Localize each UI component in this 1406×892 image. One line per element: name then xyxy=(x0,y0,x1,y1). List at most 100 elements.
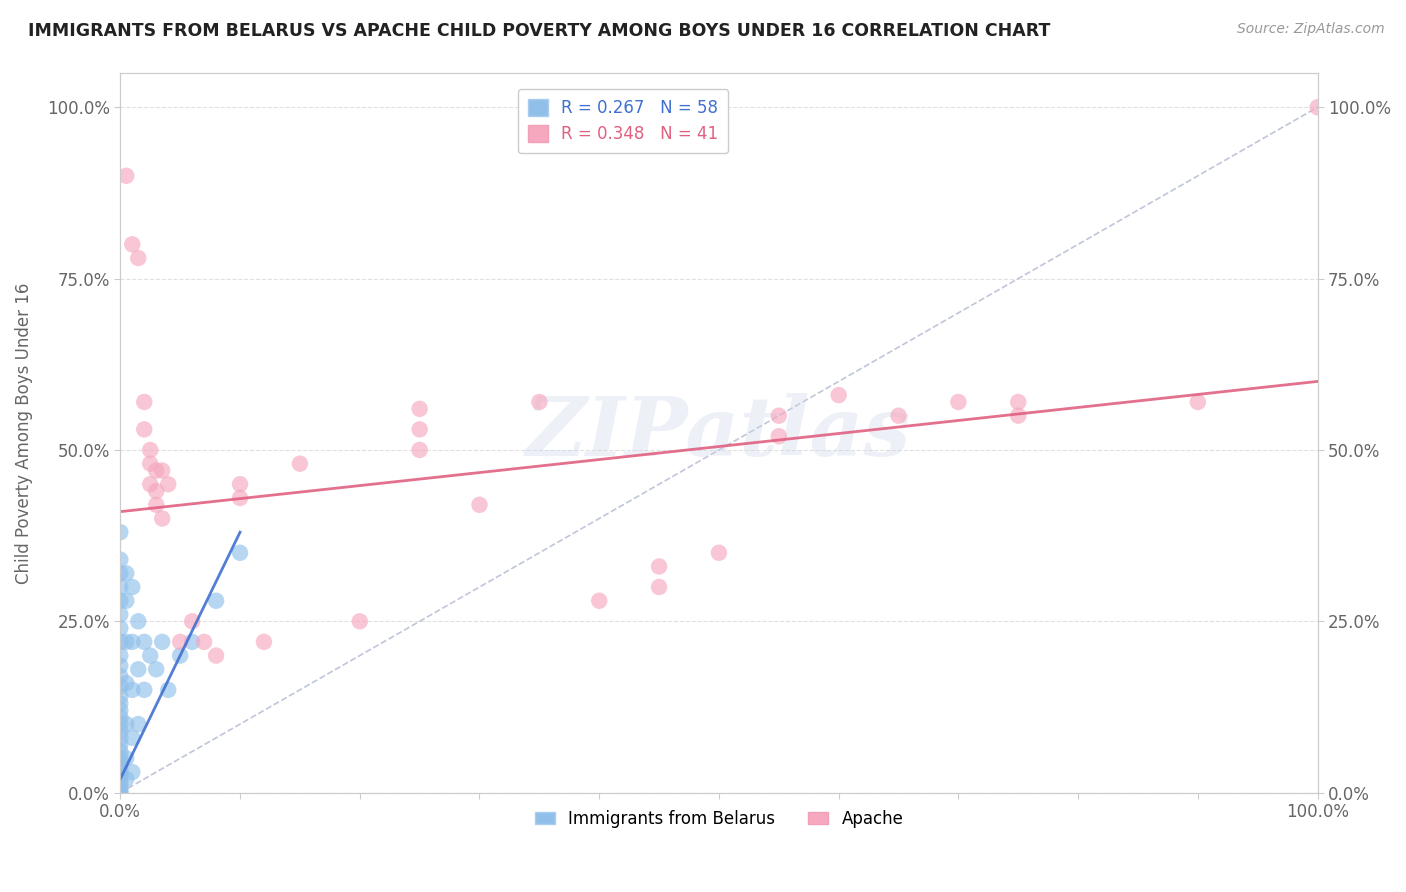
Point xyxy=(648,580,671,594)
Point xyxy=(115,169,138,183)
Point xyxy=(121,635,143,649)
Point xyxy=(169,648,191,663)
Point xyxy=(121,682,143,697)
Point xyxy=(145,662,167,676)
Point xyxy=(115,772,138,786)
Point xyxy=(121,237,143,252)
Point xyxy=(110,755,132,769)
Point xyxy=(145,463,167,477)
Point xyxy=(1306,100,1329,114)
Point xyxy=(157,477,180,491)
Point xyxy=(110,580,132,594)
Point xyxy=(139,648,162,663)
Point xyxy=(150,463,173,477)
Point xyxy=(110,648,132,663)
Point xyxy=(115,717,138,731)
Point xyxy=(110,658,132,673)
Point xyxy=(468,498,491,512)
Point xyxy=(127,717,149,731)
Point xyxy=(110,566,132,581)
Point xyxy=(110,669,132,683)
Point xyxy=(110,552,132,566)
Point xyxy=(110,593,132,607)
Point xyxy=(827,388,849,402)
Point xyxy=(110,710,132,724)
Point xyxy=(229,477,252,491)
Point xyxy=(110,772,132,786)
Point xyxy=(121,765,143,780)
Point xyxy=(110,607,132,622)
Text: IMMIGRANTS FROM BELARUS VS APACHE CHILD POVERTY AMONG BOYS UNDER 16 CORRELATION : IMMIGRANTS FROM BELARUS VS APACHE CHILD … xyxy=(28,22,1050,40)
Point xyxy=(110,782,132,797)
Point xyxy=(229,546,252,560)
Point xyxy=(253,635,276,649)
Point xyxy=(110,765,132,780)
Point xyxy=(134,682,156,697)
Point xyxy=(115,676,138,690)
Point xyxy=(1007,395,1029,409)
Point xyxy=(110,758,132,772)
Point xyxy=(110,745,132,759)
Point xyxy=(181,635,204,649)
Point xyxy=(110,697,132,711)
Point xyxy=(134,422,156,436)
Point xyxy=(121,580,143,594)
Point xyxy=(229,491,252,505)
Point xyxy=(115,566,138,581)
Legend: Immigrants from Belarus, Apache: Immigrants from Belarus, Apache xyxy=(527,804,910,835)
Point xyxy=(110,717,132,731)
Point xyxy=(127,662,149,676)
Point xyxy=(768,429,790,443)
Point xyxy=(588,593,610,607)
Point xyxy=(205,593,228,607)
Point xyxy=(157,682,180,697)
Point xyxy=(110,762,132,776)
Point xyxy=(145,498,167,512)
Point xyxy=(707,546,730,560)
Point xyxy=(110,738,132,752)
Point xyxy=(110,703,132,717)
Point xyxy=(110,525,132,540)
Point xyxy=(110,768,132,782)
Point xyxy=(768,409,790,423)
Point xyxy=(110,731,132,745)
Point xyxy=(139,457,162,471)
Point xyxy=(121,731,143,745)
Point xyxy=(349,615,371,629)
Point xyxy=(110,621,132,635)
Text: Source: ZipAtlas.com: Source: ZipAtlas.com xyxy=(1237,22,1385,37)
Point xyxy=(110,690,132,704)
Point xyxy=(115,635,138,649)
Point xyxy=(181,615,204,629)
Point xyxy=(408,401,430,416)
Point xyxy=(145,484,167,499)
Point xyxy=(150,635,173,649)
Point xyxy=(408,422,430,436)
Point xyxy=(139,442,162,457)
Point xyxy=(115,751,138,765)
Point xyxy=(948,395,970,409)
Point xyxy=(115,593,138,607)
Point xyxy=(110,784,132,798)
Point xyxy=(110,786,132,800)
Point xyxy=(408,442,430,457)
Point xyxy=(134,395,156,409)
Point xyxy=(887,409,910,423)
Point xyxy=(288,457,311,471)
Point xyxy=(139,477,162,491)
Point xyxy=(529,395,551,409)
Point xyxy=(1187,395,1209,409)
Point xyxy=(648,559,671,574)
Point xyxy=(110,779,132,793)
Point xyxy=(205,648,228,663)
Point xyxy=(150,511,173,525)
Point xyxy=(110,723,132,738)
Point xyxy=(127,615,149,629)
Point xyxy=(127,251,149,265)
Text: ZIPatlas: ZIPatlas xyxy=(526,392,911,473)
Point xyxy=(110,680,132,694)
Y-axis label: Child Poverty Among Boys Under 16: Child Poverty Among Boys Under 16 xyxy=(15,282,32,583)
Point xyxy=(169,635,191,649)
Point xyxy=(1007,409,1029,423)
Point xyxy=(110,775,132,789)
